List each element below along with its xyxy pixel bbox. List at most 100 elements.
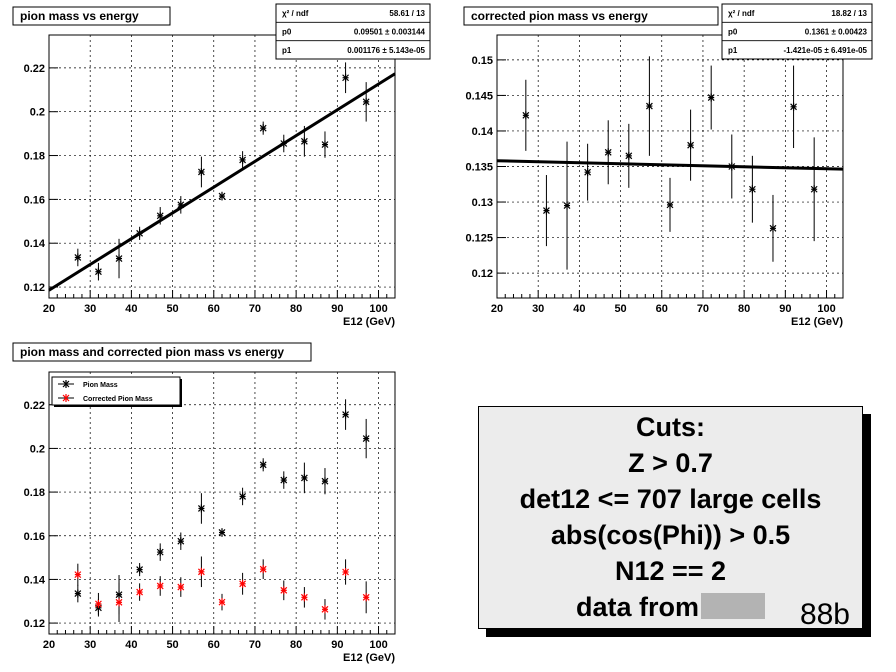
legend-entry: Corrected Pion Mass bbox=[83, 396, 153, 403]
legend-marker bbox=[62, 394, 70, 402]
data-point bbox=[769, 194, 777, 262]
data-point bbox=[728, 134, 736, 199]
redacted-block bbox=[701, 593, 766, 619]
chart-title: corrected pion mass vs energy bbox=[471, 9, 648, 23]
y-tick-label: 0.15 bbox=[472, 55, 493, 67]
marker-stroke bbox=[362, 593, 370, 601]
stats-value: 58.61 / 13 bbox=[389, 9, 425, 18]
data-point bbox=[584, 143, 592, 201]
stats-frame bbox=[275, 3, 431, 60]
data-point bbox=[321, 131, 329, 158]
marker-stroke bbox=[280, 140, 288, 147]
x-axis-title: E12 (GeV) bbox=[343, 316, 395, 328]
data-point bbox=[177, 196, 185, 214]
x-tick-label: 30 bbox=[532, 303, 544, 315]
legend-frame bbox=[51, 376, 181, 406]
marker-stroke bbox=[666, 201, 674, 209]
run-label: 88b bbox=[799, 598, 850, 631]
data-point bbox=[95, 262, 102, 281]
data-point bbox=[362, 418, 370, 459]
marker-stroke bbox=[769, 224, 777, 232]
x-tick-label: 20 bbox=[491, 303, 503, 315]
data-point bbox=[666, 177, 674, 232]
marker-stroke bbox=[563, 202, 571, 210]
fit-line bbox=[496, 159, 844, 171]
stats-label: χ² / ndf bbox=[282, 9, 309, 18]
marker-stroke bbox=[280, 586, 288, 594]
x-tick-label: 70 bbox=[249, 303, 261, 315]
chart-title: pion mass and corrected pion mass vs ene… bbox=[20, 345, 284, 359]
y-tick-label: 0.14 bbox=[472, 126, 494, 138]
data-point bbox=[239, 572, 247, 595]
cuts-line-1: Cuts: bbox=[636, 412, 705, 442]
chart-panel-2: 20 30 40 50 60 70 80 90 100 0.12 0.125 0.13 0.135 0.1… bbox=[463, 3, 873, 328]
marker-stroke bbox=[177, 583, 185, 591]
data-point bbox=[177, 532, 185, 550]
stats-value: 0.09501 ± 0.003144 bbox=[354, 28, 426, 37]
data-point bbox=[563, 141, 571, 270]
marker-stroke bbox=[95, 268, 102, 276]
data-point bbox=[218, 528, 226, 537]
marker-stroke bbox=[197, 505, 205, 512]
marker-stroke bbox=[95, 600, 102, 608]
stats-value: 0.001176 ± 5.143e-05 bbox=[347, 46, 425, 55]
fit-stats-box: χ² / ndf 58.61 / 13 p0 0.09501 ± 0.003144 p1… bbox=[275, 3, 431, 60]
marker-stroke bbox=[810, 185, 818, 193]
data-point bbox=[342, 399, 349, 430]
x-tick-label: 40 bbox=[125, 303, 137, 315]
stats-label: p0 bbox=[728, 28, 738, 37]
x-tick-label: 20 bbox=[43, 639, 55, 651]
x-tick-label: 80 bbox=[738, 303, 750, 315]
y-tick-label: 0.14 bbox=[24, 238, 46, 250]
cuts-line-2: Z > 0.7 bbox=[628, 448, 713, 478]
marker-stroke bbox=[342, 568, 349, 576]
x-tick-label: 60 bbox=[208, 303, 220, 315]
y-tick-label: 0.18 bbox=[24, 487, 45, 499]
marker-stroke bbox=[584, 168, 592, 176]
chart-title-box bbox=[12, 342, 312, 362]
x-tick-label: 40 bbox=[125, 639, 137, 651]
y-tick-label: 0.125 bbox=[465, 233, 493, 245]
marker-stroke bbox=[177, 201, 185, 209]
y-tick-label: 0.12 bbox=[24, 618, 45, 630]
cuts-note: Cuts: Z > 0.7 det12 <= 707 large cells a… bbox=[478, 406, 871, 637]
stats-label: χ² / ndf bbox=[728, 9, 755, 18]
y-tick-label: 0.22 bbox=[24, 63, 45, 75]
data-point bbox=[280, 580, 288, 601]
data-point bbox=[280, 471, 288, 489]
y-tick-label: 0.2 bbox=[30, 107, 45, 119]
cuts-note-box: Cuts: Z > 0.7 det12 <= 707 large cells a… bbox=[478, 406, 863, 631]
y-tick-label: 0.18 bbox=[24, 151, 45, 163]
data-point bbox=[197, 493, 205, 524]
marker-stroke bbox=[197, 168, 205, 176]
data-point bbox=[342, 62, 349, 94]
marker-stroke bbox=[645, 102, 653, 110]
chart-title-box bbox=[12, 6, 171, 26]
marker-stroke bbox=[259, 461, 267, 469]
y-tick-label: 0.22 bbox=[24, 400, 45, 412]
data-point bbox=[95, 592, 102, 615]
marker-stroke bbox=[321, 477, 329, 485]
cuts-line-6: data from bbox=[479, 589, 862, 625]
marker-stroke bbox=[687, 141, 695, 149]
marker-stroke bbox=[156, 582, 164, 590]
marker-stroke bbox=[707, 94, 715, 101]
marker-stroke bbox=[604, 148, 612, 156]
marker-stroke bbox=[300, 593, 308, 601]
marker-stroke bbox=[239, 156, 247, 164]
marker-stroke bbox=[543, 207, 550, 214]
stats-frame bbox=[721, 3, 873, 60]
data-point bbox=[156, 207, 164, 225]
x-tick-label: 20 bbox=[43, 303, 55, 315]
marker-stroke bbox=[239, 580, 247, 588]
data-point bbox=[259, 458, 267, 472]
marker-stroke bbox=[218, 192, 226, 200]
data-point bbox=[321, 468, 329, 495]
x-tick-label: 90 bbox=[331, 639, 343, 651]
x-tick-label: 30 bbox=[84, 639, 96, 651]
y-tick-label: 0.14 bbox=[24, 574, 46, 586]
cuts-line-3: det12 <= 707 large cells bbox=[519, 484, 822, 514]
data-point bbox=[790, 65, 797, 149]
data-point bbox=[115, 582, 123, 622]
data-point bbox=[156, 543, 164, 561]
